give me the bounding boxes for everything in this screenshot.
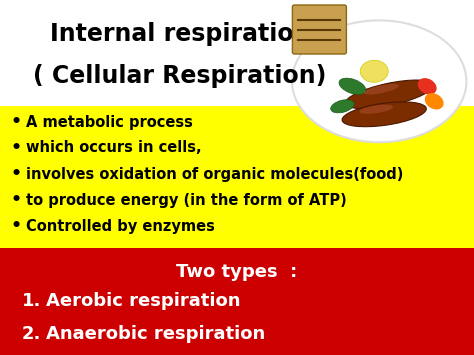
Text: to produce energy (in the form of ATP): to produce energy (in the form of ATP) — [26, 192, 347, 208]
Text: Controlled by enzymes: Controlled by enzymes — [26, 218, 215, 234]
Ellipse shape — [331, 100, 354, 113]
Text: •: • — [10, 165, 21, 183]
Text: involves oxidation of organic molecules(food): involves oxidation of organic molecules(… — [26, 166, 403, 181]
Ellipse shape — [364, 84, 399, 95]
Ellipse shape — [360, 60, 388, 82]
Ellipse shape — [345, 80, 433, 109]
Text: 1.: 1. — [22, 293, 41, 311]
Text: Anaerobic respiration: Anaerobic respiration — [46, 324, 265, 343]
Bar — [0, 248, 474, 355]
Ellipse shape — [359, 105, 393, 114]
Text: Internal respiration: Internal respiration — [50, 22, 310, 46]
Text: A metabolic process: A metabolic process — [26, 115, 193, 130]
Bar — [0, 106, 474, 248]
Ellipse shape — [339, 78, 366, 94]
Ellipse shape — [418, 78, 437, 94]
Text: •: • — [10, 113, 21, 131]
Ellipse shape — [292, 20, 466, 142]
Text: Aerobic respiration: Aerobic respiration — [46, 293, 240, 311]
FancyBboxPatch shape — [292, 5, 346, 54]
Text: Two types  :: Two types : — [176, 263, 298, 280]
Ellipse shape — [425, 93, 444, 109]
Text: •: • — [10, 217, 21, 235]
Text: •: • — [10, 191, 21, 209]
Text: 2.: 2. — [22, 324, 41, 343]
Text: ( Cellular Respiration): ( Cellular Respiration) — [34, 64, 327, 88]
Text: •: • — [10, 139, 21, 157]
Text: which occurs in cells,: which occurs in cells, — [26, 141, 201, 155]
Ellipse shape — [342, 102, 426, 127]
